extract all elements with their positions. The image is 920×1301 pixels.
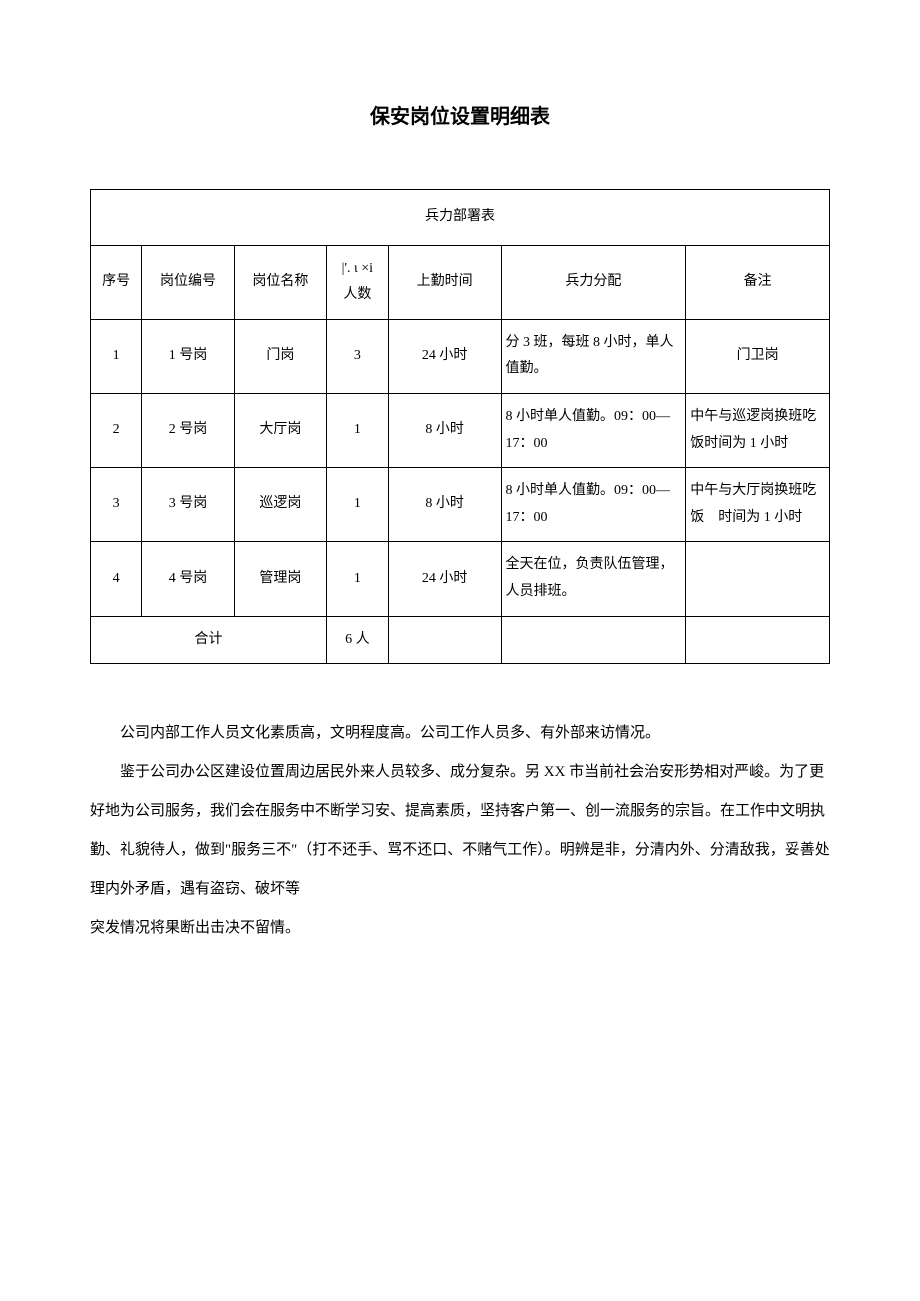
table-row: 1 1 号岗 门岗 3 24 小时 分 3 班，每班 8 小时，单人值勤。 门卫… — [91, 319, 830, 393]
cell-note: 门卫岗 — [686, 319, 830, 393]
table-row: 2 2 号岗 大厅岗 1 8 小时 8 小时单人值勤。09：00—17：00 中… — [91, 393, 830, 467]
cell-note: 中午与巡逻岗换班吃饭时间为 1 小时 — [686, 393, 830, 467]
header-code: 岗位编号 — [142, 245, 234, 319]
header-name: 岗位名称 — [234, 245, 326, 319]
body-paragraph: 鉴于公司办公区建设位置周边居民外来人员较多、成分复杂。另 XX 市当前社会治安形… — [90, 753, 830, 909]
cell-note — [686, 542, 830, 616]
header-num: |'. ι ×i 人数 — [327, 245, 389, 319]
body-paragraph: 公司内部工作人员文化素质高，文明程度高。公司工作人员多、有外部来访情况。 — [90, 714, 830, 753]
cell-seq: 2 — [91, 393, 142, 467]
cell-time: 8 小时 — [388, 393, 501, 467]
cell-num: 1 — [327, 468, 389, 542]
total-empty — [501, 616, 686, 664]
cell-time: 24 小时 — [388, 542, 501, 616]
table-caption-row: 兵力部署表 — [91, 190, 830, 246]
total-label: 合计 — [91, 616, 327, 664]
cell-distribution: 全天在位，负责队伍管理，人员排班。 — [501, 542, 686, 616]
header-note: 备注 — [686, 245, 830, 319]
cell-time: 8 小时 — [388, 468, 501, 542]
cell-name: 门岗 — [234, 319, 326, 393]
cell-num: 1 — [327, 393, 389, 467]
total-empty — [388, 616, 501, 664]
total-empty — [686, 616, 830, 664]
cell-code: 1 号岗 — [142, 319, 234, 393]
header-time: 上勤时间 — [388, 245, 501, 319]
deployment-table: 兵力部署表 序号 岗位编号 岗位名称 |'. ι ×i 人数 上勤时间 兵力分配… — [90, 189, 830, 664]
cell-time: 24 小时 — [388, 319, 501, 393]
cell-note: 中午与大厅岗换班吃饭 时间为 1 小时 — [686, 468, 830, 542]
cell-name: 巡逻岗 — [234, 468, 326, 542]
cell-code: 3 号岗 — [142, 468, 234, 542]
cell-code: 4 号岗 — [142, 542, 234, 616]
cell-seq: 3 — [91, 468, 142, 542]
cell-code: 2 号岗 — [142, 393, 234, 467]
cell-name: 管理岗 — [234, 542, 326, 616]
table-caption: 兵力部署表 — [91, 190, 830, 246]
cell-num: 1 — [327, 542, 389, 616]
table-row: 4 4 号岗 管理岗 1 24 小时 全天在位，负责队伍管理，人员排班。 — [91, 542, 830, 616]
cell-name: 大厅岗 — [234, 393, 326, 467]
cell-distribution: 8 小时单人值勤。09：00—17：00 — [501, 468, 686, 542]
cell-seq: 1 — [91, 319, 142, 393]
table-total-row: 合计 6 人 — [91, 616, 830, 664]
cell-num: 3 — [327, 319, 389, 393]
cell-seq: 4 — [91, 542, 142, 616]
total-num: 6 人 — [327, 616, 389, 664]
header-seq: 序号 — [91, 245, 142, 319]
table-row: 3 3 号岗 巡逻岗 1 8 小时 8 小时单人值勤。09：00—17：00 中… — [91, 468, 830, 542]
header-distribution: 兵力分配 — [501, 245, 686, 319]
body-paragraph: 突发情况将果断出击决不留情。 — [90, 909, 830, 948]
body-content: 公司内部工作人员文化素质高，文明程度高。公司工作人员多、有外部来访情况。 鉴于公… — [90, 714, 830, 948]
table-header-row: 序号 岗位编号 岗位名称 |'. ι ×i 人数 上勤时间 兵力分配 备注 — [91, 245, 830, 319]
page-title: 保安岗位设置明细表 — [90, 100, 830, 129]
cell-distribution: 8 小时单人值勤。09：00—17：00 — [501, 393, 686, 467]
cell-distribution: 分 3 班，每班 8 小时，单人值勤。 — [501, 319, 686, 393]
